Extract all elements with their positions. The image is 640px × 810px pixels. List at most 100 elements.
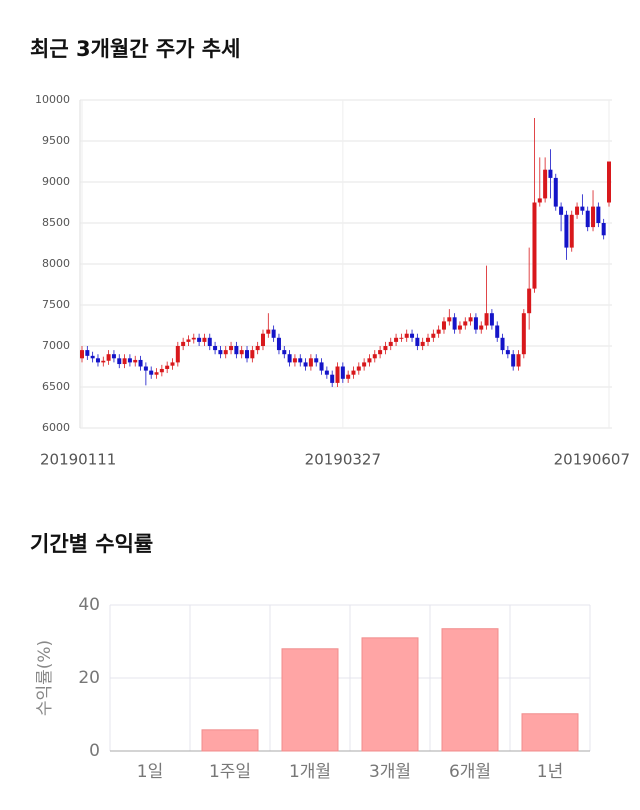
candle-body — [245, 350, 250, 359]
candle-body — [159, 368, 164, 373]
candle-body — [548, 169, 553, 178]
candle-body — [197, 337, 202, 342]
candle-body — [505, 350, 510, 355]
candle-body — [537, 198, 542, 203]
candle-body — [426, 337, 431, 342]
x-tick-label: 20190111 — [40, 451, 116, 469]
candle-body — [399, 337, 404, 339]
candle-body — [372, 354, 377, 359]
candle-body — [138, 359, 143, 367]
candle-body — [388, 341, 393, 346]
candle-body — [239, 350, 244, 355]
y-tick-label: 10000 — [35, 93, 70, 106]
y-tick-label: 6500 — [42, 380, 70, 393]
candle-body — [223, 350, 228, 355]
candle-body — [292, 358, 297, 363]
candle-body — [495, 325, 500, 338]
candle-body — [298, 358, 303, 363]
candle-body — [255, 346, 260, 351]
y-axis-label: 수익률(%) — [35, 640, 55, 716]
candle-body — [516, 354, 521, 367]
candle-body — [340, 366, 345, 379]
candle-body — [564, 214, 569, 248]
candle-body — [511, 354, 516, 367]
candle-body — [122, 358, 127, 365]
candle-body — [191, 337, 196, 340]
candle-body — [319, 362, 324, 371]
x-tick-label: 1주일 — [209, 762, 251, 782]
candle-body — [580, 206, 585, 211]
candle-body — [165, 365, 170, 369]
candle-body — [431, 333, 436, 338]
candle-body — [596, 206, 601, 223]
candle-body — [457, 325, 462, 330]
candle-body — [287, 354, 292, 363]
candle-body — [260, 333, 265, 346]
candle-body — [362, 362, 367, 367]
candle-body — [308, 358, 313, 367]
candle-body — [521, 313, 526, 355]
candle-body — [543, 169, 548, 199]
candle-body — [585, 210, 590, 228]
candle-body — [559, 206, 564, 215]
x-tick-label: 1개월 — [289, 762, 331, 782]
candle-body — [553, 177, 558, 207]
candle-body — [101, 360, 106, 363]
candle-body — [314, 358, 319, 363]
candle-body — [234, 346, 239, 355]
candle-body — [394, 337, 399, 342]
candle-body — [170, 362, 175, 366]
candle-body — [181, 341, 186, 346]
candle-body — [410, 333, 415, 338]
candle-body — [266, 329, 271, 334]
candle-body — [149, 370, 154, 375]
candle-body — [218, 350, 223, 355]
candle-body — [330, 374, 335, 383]
x-tick-label: 1년 — [537, 762, 563, 782]
candle-body — [484, 313, 489, 326]
candle-body — [95, 358, 100, 363]
bar — [521, 713, 579, 752]
candle-body — [569, 214, 574, 248]
chart-title: 최근 3개월간 주가 추세 — [30, 37, 240, 61]
candle-body — [489, 313, 494, 326]
candle-body — [202, 337, 207, 342]
y-tick-label: 40 — [78, 595, 100, 615]
candle-body — [117, 358, 122, 365]
candle-body — [404, 333, 409, 338]
y-tick-label: 7500 — [42, 298, 70, 311]
candle-body — [473, 317, 478, 330]
candle-body — [229, 346, 234, 351]
candle-body — [282, 350, 287, 355]
bar — [281, 648, 339, 752]
candle-body — [601, 223, 606, 236]
y-tick-label: 8000 — [42, 257, 70, 270]
candle-body — [335, 366, 340, 383]
candle-body — [383, 346, 388, 351]
candle-body — [271, 329, 276, 338]
candle-body — [575, 206, 580, 215]
candle-body — [143, 366, 148, 371]
candle-body — [436, 329, 441, 334]
candle-body — [186, 339, 191, 342]
y-tick-label: 9500 — [42, 134, 70, 147]
x-tick-label: 20190327 — [305, 451, 381, 469]
candle-body — [111, 354, 116, 359]
candle-body — [479, 325, 484, 330]
candle-body — [591, 206, 596, 228]
candle-body — [441, 321, 446, 330]
candle-body — [90, 355, 95, 359]
y-tick-label: 6000 — [42, 421, 70, 434]
y-tick-label: 9000 — [42, 175, 70, 188]
candle-body — [500, 337, 505, 351]
candle-body — [154, 372, 159, 375]
bar — [441, 628, 499, 752]
candle-body — [532, 202, 537, 289]
chart-title: 기간별 수익률 — [30, 532, 153, 556]
bar — [361, 637, 419, 752]
y-tick-label: 20 — [78, 668, 100, 688]
candle-body — [527, 288, 532, 314]
candle-body — [207, 337, 212, 346]
bar — [201, 729, 259, 752]
